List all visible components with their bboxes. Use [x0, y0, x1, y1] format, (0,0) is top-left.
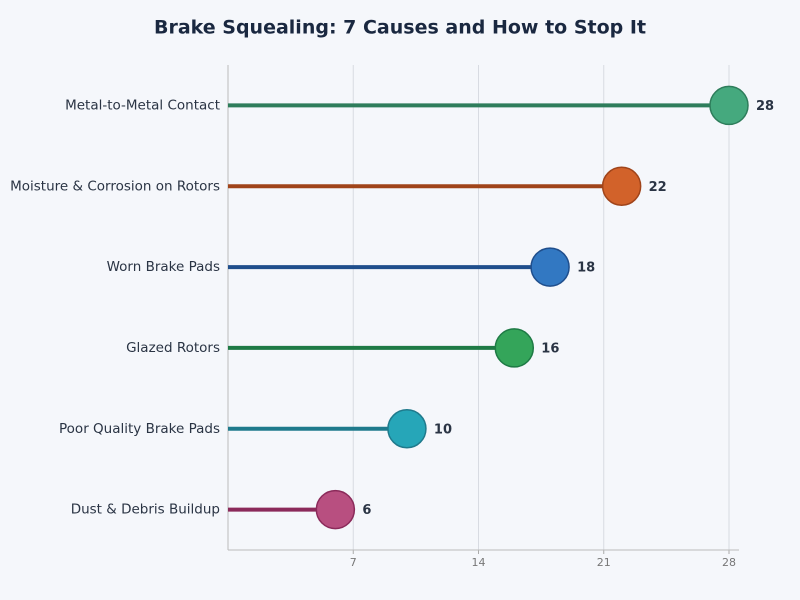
value-label: 18 — [577, 261, 595, 276]
value-label: 22 — [649, 180, 667, 195]
y-tick-label: Glazed Rotors — [126, 340, 220, 356]
dot — [387, 409, 427, 449]
x-tick-label: 28 — [722, 556, 736, 569]
dot — [494, 328, 535, 368]
y-tick-label: Moisture & Corrosion on Rotors — [10, 178, 220, 194]
y-tick-label: Poor Quality Brake Pads — [59, 421, 220, 437]
y-tick-label: Worn Brake Pads — [107, 259, 220, 275]
dot — [709, 85, 749, 126]
value-label: 16 — [541, 341, 559, 356]
x-tick-label: 7 — [350, 556, 357, 569]
x-tick-label: 21 — [597, 556, 611, 569]
dot — [601, 166, 642, 206]
x-tick-label: 14 — [472, 556, 486, 569]
dot — [530, 247, 570, 287]
value-label: 10 — [434, 422, 452, 437]
value-label: 28 — [756, 99, 774, 114]
chart-title: Brake Squealing: 7 Causes and How to Sto… — [154, 17, 646, 39]
y-tick-label: Metal-to-Metal Contact — [65, 97, 220, 113]
y-tick-label: Dust & Debris Buildup — [71, 502, 220, 518]
dot — [315, 489, 356, 530]
value-label: 6 — [362, 503, 371, 518]
